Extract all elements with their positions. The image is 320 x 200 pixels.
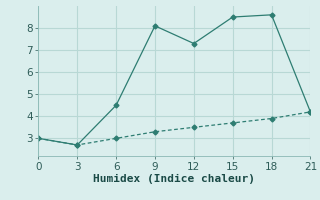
X-axis label: Humidex (Indice chaleur): Humidex (Indice chaleur) bbox=[93, 174, 255, 184]
